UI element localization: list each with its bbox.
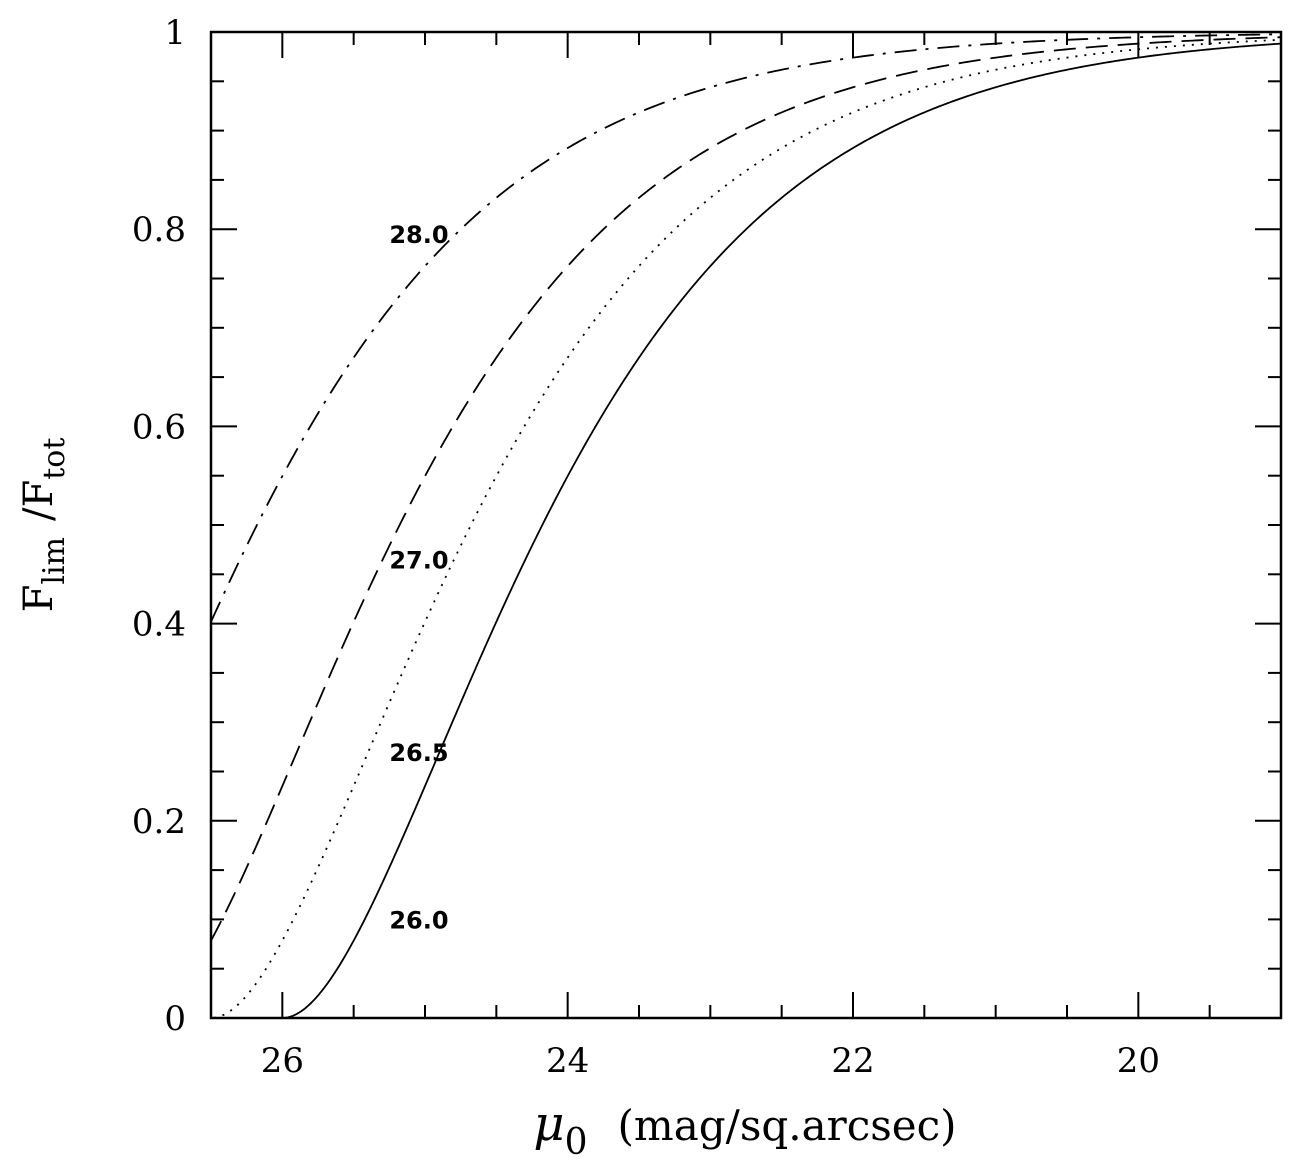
y-tick-label: 1 — [164, 13, 186, 53]
x-axis-units: (mag/sq.arcsec) — [618, 1101, 957, 1150]
y-axis-num: F — [16, 585, 62, 613]
y-axis-num-sub: lim — [37, 537, 72, 585]
x-tick-labels: 26 24 22 20 — [261, 1041, 1160, 1081]
y-tick-label: 0 — [164, 999, 186, 1039]
curve-27-0 — [210, 36, 1282, 942]
x-axis-title: μ0 (mag/sq.arcsec) — [533, 1096, 956, 1162]
x-axis-symbol: μ — [533, 1096, 564, 1152]
plot-frame — [209, 30, 1283, 1020]
y-axis-den: /F — [16, 480, 62, 521]
y-tick-label: 0.8 — [132, 210, 186, 250]
curve-label-28-0: 28.0 — [389, 221, 448, 249]
x-tick-label: 26 — [261, 1041, 304, 1081]
x-axis-subscript: 0 — [565, 1122, 588, 1162]
curve-26-5 — [213, 38, 1282, 1019]
curves — [210, 33, 1282, 1019]
curve-26-0 — [285, 42, 1282, 1019]
y-tick-label: 0.6 — [132, 407, 186, 447]
y-axis-title: Flim/Ftot — [16, 438, 72, 613]
y-tick-label: 0.2 — [132, 802, 186, 842]
y-axis-den-sub: tot — [37, 438, 72, 480]
curve-28-0 — [210, 33, 1282, 623]
x-tick-label: 22 — [831, 1041, 874, 1081]
curve-label-26-5: 26.5 — [389, 739, 448, 767]
y-tick-label: 0.4 — [132, 605, 186, 645]
x-tick-label: 20 — [1117, 1041, 1160, 1081]
curve-label-27-0: 27.0 — [389, 547, 448, 575]
axis-ticks — [210, 31, 1282, 1019]
curve-label-26-0: 26.0 — [389, 906, 448, 934]
y-tick-labels: 0 0.2 0.4 0.6 0.8 1 — [132, 13, 186, 1039]
curve-labels: 26.0 26.5 27.0 28.0 — [389, 221, 448, 934]
x-tick-label: 24 — [546, 1041, 589, 1081]
